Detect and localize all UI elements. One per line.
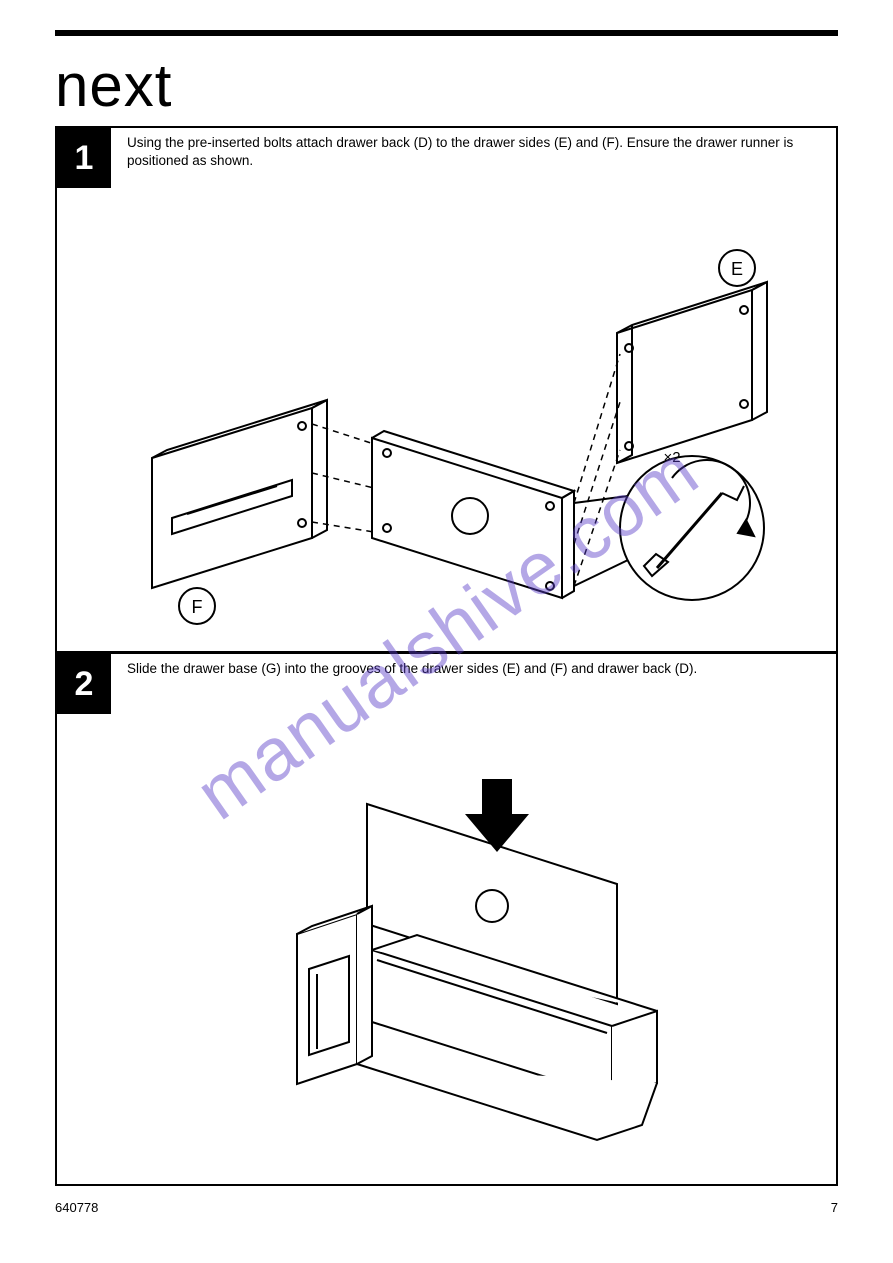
step-1-text: Using the pre-inserted bolts attach draw… [127, 134, 827, 170]
step-2-text: Slide the drawer base (G) into the groov… [127, 660, 827, 678]
callout-f: F [192, 597, 203, 617]
brand-logo: next [55, 56, 838, 116]
content-frame: 1 Using the pre-inserted bolts attach dr… [55, 126, 838, 1186]
step-2: 2 Slide the drawer base (G) into the gro… [57, 654, 836, 1184]
footer-left: 640778 [55, 1200, 98, 1215]
step-2-number: 2 [57, 654, 111, 714]
step-2-diagram [217, 774, 697, 1164]
step-1: 1 Using the pre-inserted bolts attach dr… [57, 128, 836, 654]
step-1-diagram: E F ×2 [112, 228, 792, 628]
callout-e: E [731, 259, 743, 279]
footer: 640778 7 [55, 1200, 838, 1215]
detail-label: ×2 [663, 449, 680, 466]
footer-right: 7 [831, 1200, 838, 1215]
step-1-number: 1 [57, 128, 111, 188]
top-rule [55, 30, 838, 36]
